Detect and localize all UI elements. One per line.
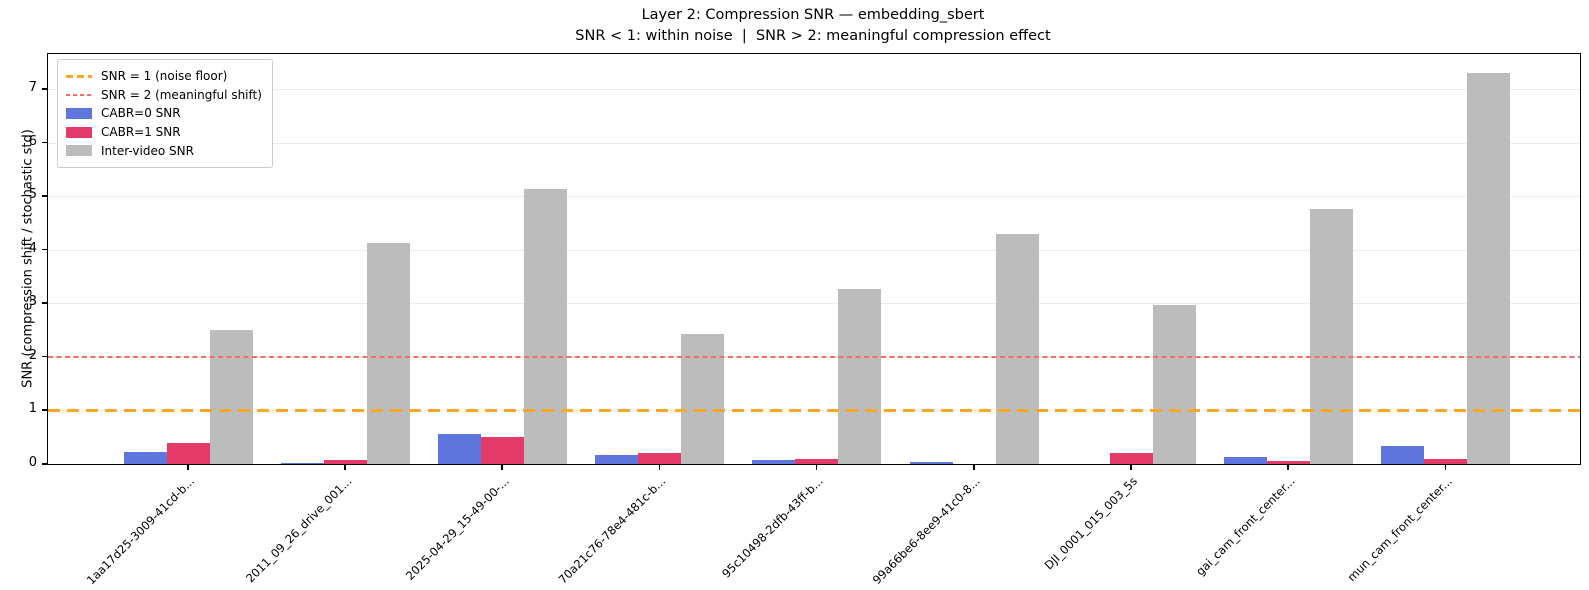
y-tick-mark [42,88,47,90]
legend-entry: SNR = 2 (meaningful shift) [66,86,262,105]
bar [681,333,725,464]
bar [437,433,481,464]
bar [838,288,882,464]
x-tick-mark [973,464,975,470]
bar [995,234,1039,464]
y-tick-label: 4 [28,240,37,256]
gridline [48,89,1580,91]
x-tick-label: 99a66be6-8ee9-41c0-8... [869,474,983,587]
x-tick-label: 70a21c76-78e4-481c-b... [555,474,669,587]
x-tick-mark [658,464,661,470]
x-tick-label: 95c10498-2dfb-43ff-b... [719,474,826,581]
plot-area: SNR = 1 (noise floor) SNR = 2 (meaningful… [47,53,1581,465]
bar [595,454,639,464]
y-tick-label: 5 [28,187,37,203]
y-tick-mark [42,302,47,304]
legend-label: CABR=0 SNR [101,106,181,121]
legend-label: SNR = 1 (noise floor) [101,69,228,84]
x-tick-label: 2025-04-29_15-49-00-... [402,474,512,583]
y-tick-label: 1 [28,401,37,417]
legend-entry: CABR=1 SNR [66,123,262,142]
bar [123,451,167,464]
ref-line-snr2 [48,356,1580,358]
bar [523,189,567,464]
bar [166,442,210,464]
bar [909,461,953,464]
x-tick-label: mun_cam_front_center... [1344,474,1455,585]
legend-swatch-icon [66,74,92,78]
legend-label: CABR=1 SNR [101,125,181,140]
y-tick-label: 6 [28,133,37,149]
bar [795,459,839,464]
legend-swatch-icon [66,94,92,96]
chart-subtitle: SNR < 1: within noise | SNR > 2: meaning… [575,28,1051,44]
bar [752,460,796,464]
legend-swatch-icon [66,126,92,138]
chart-title: Layer 2: Compression SNR — embedding_sbe… [641,7,985,23]
y-tick-label: 0 [28,455,37,470]
legend: SNR = 1 (noise floor) SNR = 2 (meaningful… [57,59,273,168]
y-tick-label: 2 [28,347,37,363]
bar [323,460,367,464]
legend-entry: CABR=0 SNR [66,104,262,123]
ref-line-snr1 [48,408,1580,412]
x-tick-mark [1287,464,1289,470]
x-tick-label: gai_cam_front_center... [1192,474,1298,579]
legend-label: SNR = 2 (meaningful shift) [101,87,262,102]
bar [638,452,682,464]
bar [209,330,253,464]
legend-swatch-icon [66,107,92,119]
y-tick-mark [42,409,47,411]
gridline [48,303,1580,305]
bar [1109,452,1153,464]
bar [1309,209,1353,464]
x-tick-mark [1130,464,1132,470]
y-tick-label: 3 [28,294,37,310]
y-tick-label: 7 [28,80,37,96]
gridline [48,249,1580,251]
x-tick-mark [187,464,189,470]
x-axis-labels: 1aa17d25-3009-41cd-b... 2011_09_26_drive_… [47,464,1579,590]
gridline [48,196,1580,198]
bar [280,462,324,464]
legend-entry: Inter-video SNR [66,141,262,160]
bar [1223,457,1267,464]
bar [1266,460,1310,464]
bar [480,437,524,464]
legend-swatch-icon [66,145,92,157]
y-tick-mark [42,141,47,144]
bar [1381,446,1425,464]
y-tick-mark [42,195,47,197]
x-tick-label: 2011_09_26_drive_001... [242,474,355,586]
y-tick-mark [42,248,47,251]
x-tick-mark [501,464,503,470]
legend-entry: SNR = 1 (noise floor) [66,67,262,86]
y-tick-mark [42,463,47,465]
x-tick-mark [1444,464,1447,470]
x-tick-label: DJI_0001_015_003_5s [1041,474,1141,573]
legend-label: Inter-video SNR [101,143,194,158]
x-tick-mark [344,464,346,470]
y-tick-mark [42,355,47,358]
bar [366,242,410,464]
gridline [48,142,1580,144]
x-tick-label: 1aa17d25-3009-41cd-b... [83,474,197,588]
x-tick-mark [815,464,818,470]
bar [1152,305,1196,464]
bar [1424,458,1468,464]
bar [1467,73,1511,464]
